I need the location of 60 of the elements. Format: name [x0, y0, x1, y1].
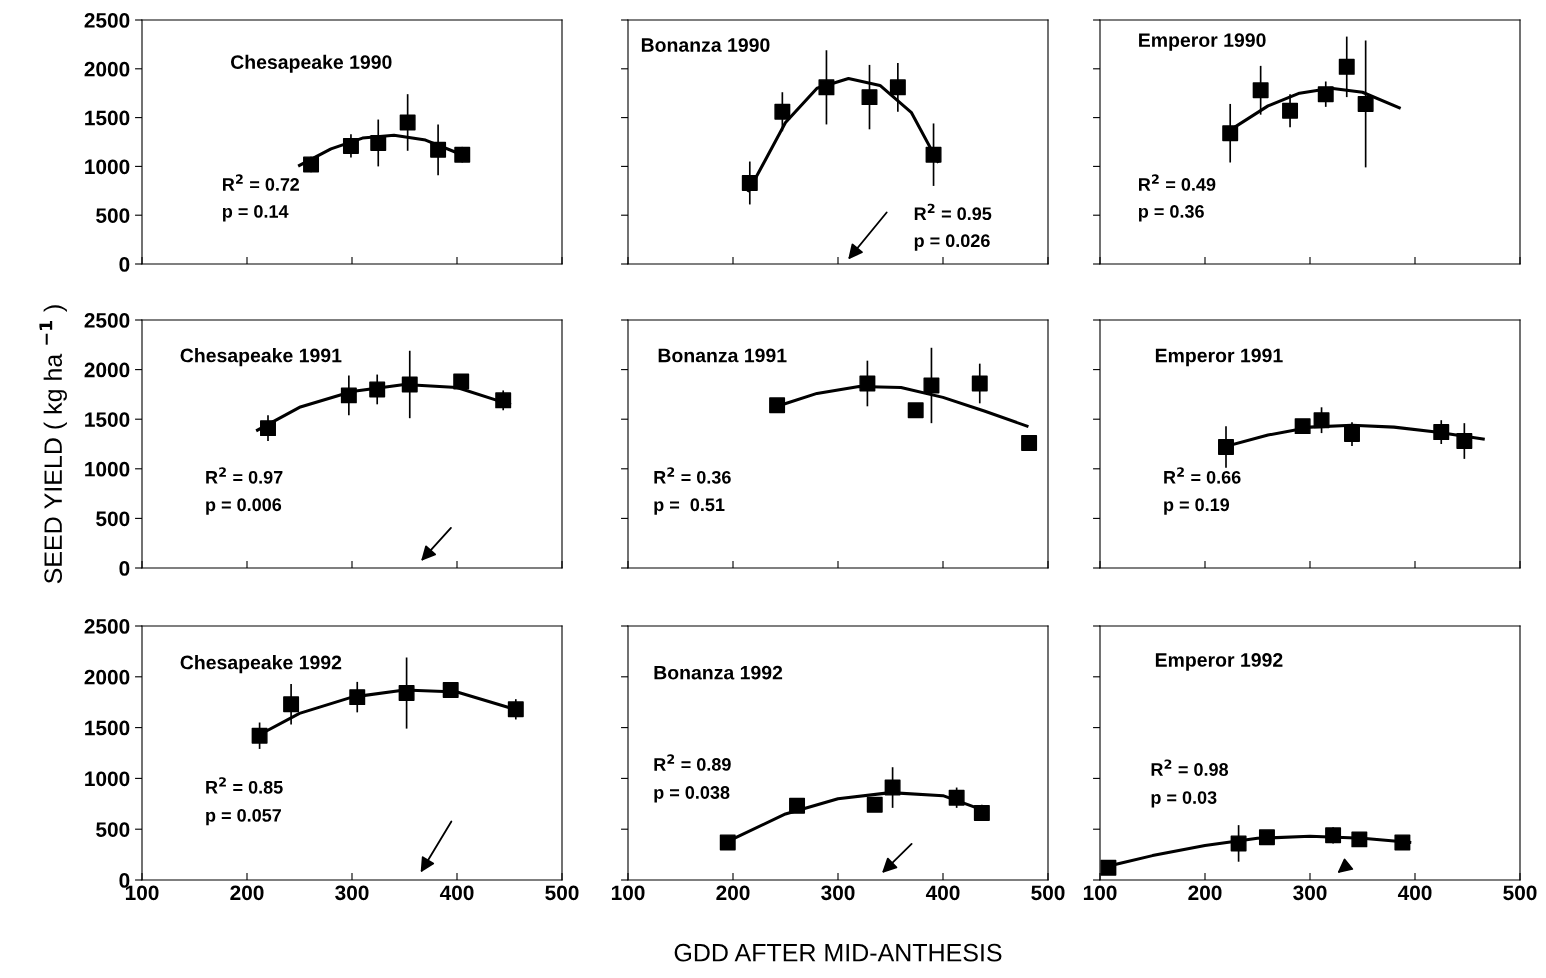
annotation: R$^{2}$ = 0.72: [223, 174, 299, 191]
annotation: R$^{2}$ = 0.66: [1164, 467, 1241, 484]
annotation: p = 0.14: [222, 205, 289, 222]
text: Chesapeake 1992: [180, 655, 342, 674]
annotation: p = 0.006: [206, 498, 282, 515]
x-tick-label: 200: [1188, 885, 1222, 901]
text: Chesapeake 1990: [231, 54, 392, 73]
y-tick-label: 1500: [85, 110, 130, 126]
text: Bonanza 1991: [658, 348, 787, 363]
annotation: R$^{2}$ = 0.85: [206, 777, 283, 794]
y-tick-label: 500: [96, 822, 130, 837]
annotation: R$^{2}$ = 0.97: [206, 467, 283, 484]
x-tick-label: 400: [1397, 885, 1432, 901]
annotation: p = 0.36: [1138, 205, 1204, 222]
x-tick-label: 200: [716, 885, 750, 901]
y-tick-label: 0: [119, 561, 130, 576]
y-tick-label: 1500: [85, 412, 130, 427]
text: Chesapeake 1991: [180, 348, 342, 367]
annotation: R$^{2}$ = 0.49: [1139, 174, 1216, 191]
y-tick-label: 500: [96, 208, 130, 223]
y-tick-label: 0: [119, 257, 130, 272]
x-tick-label: 200: [230, 885, 264, 901]
x-tick-label: 100: [611, 885, 645, 901]
annotation: p = 0.026: [914, 234, 990, 251]
annotation: R$^{2}$ = 0.95: [914, 203, 992, 221]
x-tick-label: 500: [545, 885, 579, 901]
x-tick-label: 400: [439, 885, 474, 901]
annotation: R$^{2}$ = 0.89: [654, 754, 731, 771]
y-tick-label: 1000: [85, 771, 130, 787]
x-tick-label: 500: [1503, 885, 1537, 901]
y-tick-label: 2000: [84, 362, 130, 378]
x-tick-label: 100: [1083, 885, 1117, 901]
x-tick-label: 300: [1293, 885, 1327, 901]
y-tick-label: 1000: [85, 159, 130, 175]
annotation: R$^{2}$ = 0.98: [1151, 759, 1229, 776]
y-tick-label: 2500: [84, 313, 130, 328]
x-tick-label: 400: [925, 885, 960, 901]
y-tick-label: 500: [96, 511, 130, 527]
annotation: p = 0.038: [654, 786, 730, 803]
y-tick-label: 1500: [85, 720, 130, 736]
annotation: p = 0.51: [654, 498, 725, 515]
y-tick-label: 2500: [84, 13, 130, 28]
text: Bonanza 1992: [654, 665, 783, 680]
annotation: p = 0.19: [1164, 498, 1230, 515]
y-tick-label: 2500: [84, 619, 130, 634]
y-tick-label: 2000: [84, 61, 130, 77]
text: Emperor 1992: [1155, 653, 1283, 671]
text: Emperor 1991: [1155, 348, 1283, 367]
x-tick-label: 300: [335, 885, 369, 901]
text: Bonanza 1990: [641, 38, 770, 52]
y-axis-title: SEED YIELD ( kg ha $^{−1}$ ): [39, 305, 67, 584]
y-tick-label: 2000: [84, 669, 130, 685]
annotation: p = 0.057: [206, 808, 281, 826]
y-tick-label: 1000: [85, 461, 130, 477]
annotation: p = 0.03: [1151, 791, 1217, 808]
annotation: R$^{2}$ = 0.36: [654, 467, 731, 484]
x-tick-label: 500: [1031, 885, 1065, 901]
x-tick-label: 300: [821, 885, 855, 901]
text: Emperor 1990: [1139, 33, 1266, 51]
x-axis-title: GDD AFTER MID-ANTHESIS: [674, 943, 1002, 962]
